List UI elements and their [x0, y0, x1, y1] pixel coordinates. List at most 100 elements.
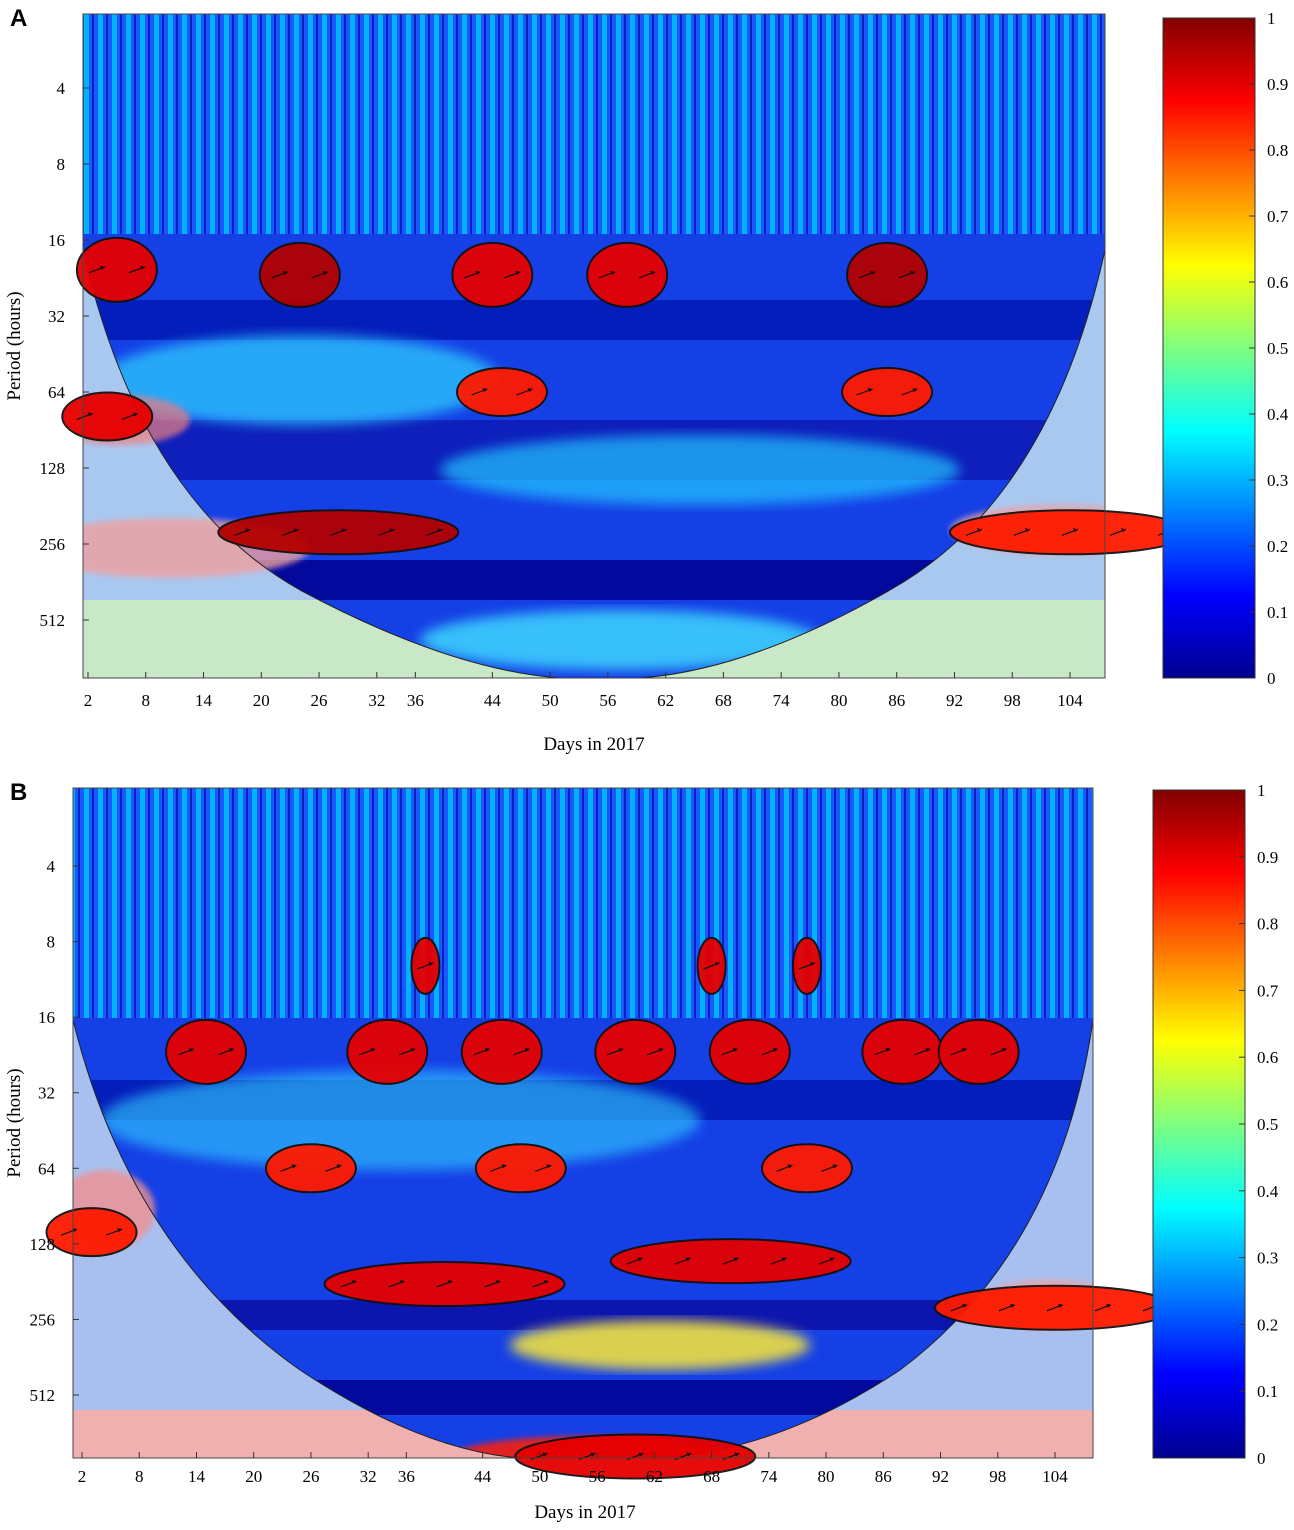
phase-arrows: [359, 1047, 416, 1056]
significant-region: [75, 236, 158, 303]
phase-arrow-head: [527, 388, 533, 392]
phase-arrow-head: [399, 1280, 405, 1285]
phase-arrow-head: [870, 270, 876, 275]
y-tick-label: 32: [48, 307, 65, 326]
x-tick-label: 44: [474, 1467, 492, 1486]
phase-arrow-head: [117, 1228, 123, 1233]
colorbar-tick-label: 0.2: [1257, 1315, 1278, 1334]
colorbar-tick-label: 0.1: [1257, 1382, 1278, 1401]
y-tick-label: 64: [48, 383, 66, 402]
phase-arrow-head: [714, 961, 720, 966]
panel-a-x-ticks: 2 8 14 20 26 32 36 44 50 56 62 68 74 80 86 92 98 104: [84, 672, 1083, 710]
phase-arrows: [471, 388, 533, 396]
x-tick-label: 92: [946, 691, 963, 710]
phase-arrows: [798, 961, 816, 970]
phase-arrow-head: [1025, 528, 1030, 533]
phase-arrow-head: [245, 528, 251, 533]
phase-arrow-head: [1001, 1047, 1007, 1052]
colorbar-tick-label: 0.6: [1257, 1048, 1278, 1067]
x-tick-label: 98: [989, 1467, 1006, 1486]
x-tick-label: 98: [1004, 691, 1021, 710]
x-tick-label: 2: [84, 691, 93, 710]
phase-arrow-head: [829, 1257, 835, 1262]
y-tick-label: 512: [40, 611, 66, 630]
phase-arrow-head: [961, 1047, 967, 1052]
phase-arrow-head: [1010, 1303, 1015, 1308]
phase-arrows: [340, 1280, 549, 1288]
phase-arrow-head: [867, 388, 873, 392]
x-tick-label: 86: [888, 691, 905, 710]
phase-arrows: [598, 270, 656, 279]
phase-arrow-head: [781, 1257, 787, 1262]
phase-arrow-head: [610, 270, 616, 275]
phase-arrow-head: [885, 1047, 891, 1052]
phase-arrow-head: [501, 1164, 507, 1169]
colorbar-tick-label: 0.6: [1267, 273, 1288, 292]
colorbar-tick-label: 0.4: [1267, 405, 1289, 424]
phase-arrow-head: [336, 1164, 342, 1169]
phase-arrow-head: [787, 1164, 793, 1169]
x-tick-label: 20: [253, 691, 270, 710]
phase-arrow-head: [809, 961, 815, 966]
phase-arrow-head: [291, 1164, 297, 1169]
y-tick-label: 8: [47, 933, 56, 952]
x-tick-label: 8: [135, 1467, 144, 1486]
phase-arrow-head: [1058, 1303, 1063, 1308]
phase-arrow-head: [912, 388, 918, 392]
x-tick-label: 86: [875, 1467, 892, 1486]
phase-arrow-head: [590, 1452, 596, 1457]
panel-a-colorbar-ticks: 0 0.1 0.2 0.3 0.4 0.5 0.6 0.7 0.8 0.9 1: [1249, 9, 1289, 688]
phase-arrow-head: [524, 1047, 530, 1052]
significant-region: [594, 1018, 677, 1085]
phase-arrow-head: [515, 270, 521, 275]
phase-arrow-head: [1106, 1303, 1111, 1308]
phase-arrows: [234, 528, 443, 536]
colorbar-tick-label: 0.2: [1267, 537, 1288, 556]
phase-arrow-head: [543, 1280, 549, 1285]
phase-arrows: [721, 1047, 778, 1056]
phase-arrow-head: [495, 1280, 501, 1285]
significant-region: [455, 367, 548, 417]
phase-arrow-head: [910, 270, 916, 275]
phase-arrow-head: [475, 270, 481, 275]
phase-arrows: [950, 1047, 1007, 1056]
phase-arrow-head: [637, 1257, 643, 1262]
y-tick-label: 256: [40, 535, 66, 554]
panel-a-letter: A: [10, 5, 27, 32]
phase-arrow-head: [650, 270, 656, 275]
colorbar-tick-label: 0.5: [1257, 1115, 1278, 1134]
phase-arrows: [626, 1257, 835, 1265]
x-tick-label: 56: [589, 1467, 606, 1486]
x-tick-label: 32: [368, 691, 385, 710]
phase-arrows: [858, 270, 916, 279]
phase-arrow-head: [87, 412, 93, 417]
significant-region: [165, 1018, 248, 1085]
panel-a-significant-regions: [61, 236, 1191, 556]
panel-b-colorbar-ticks: 0 0.1 0.2 0.3 0.4 0.5 0.6 0.7 0.8 0.9 1: [1239, 781, 1279, 1468]
significant-region: [258, 241, 341, 308]
phase-arrow-head: [229, 1047, 235, 1052]
phase-arrow-head: [734, 1452, 740, 1457]
phase-arrow-head: [99, 265, 105, 270]
significant-region: [708, 1018, 791, 1085]
significant-region: [474, 1143, 567, 1194]
x-tick-label: 26: [311, 691, 328, 710]
panel-b-heatmap: [73, 788, 1093, 1458]
phase-arrows: [177, 1047, 235, 1056]
phase-arrow-head: [772, 1047, 778, 1052]
significant-region: [264, 1143, 357, 1194]
y-tick-label: 128: [30, 1235, 56, 1254]
phase-arrows: [874, 1047, 931, 1056]
x-tick-label: 36: [407, 691, 424, 710]
significant-region: [451, 241, 534, 308]
colorbar-tick-label: 0.7: [1267, 207, 1289, 226]
phase-arrow-head: [658, 1047, 664, 1052]
phase-arrow-head: [189, 1047, 195, 1052]
x-tick-label: 14: [188, 1467, 206, 1486]
colorbar-tick-label: 0.1: [1267, 603, 1288, 622]
phase-arrow-head: [139, 265, 145, 270]
colorbar-tick-label: 0.8: [1267, 141, 1288, 160]
phase-arrow-head: [542, 1452, 548, 1457]
panel-b-colorbar: [1152, 789, 1246, 1459]
